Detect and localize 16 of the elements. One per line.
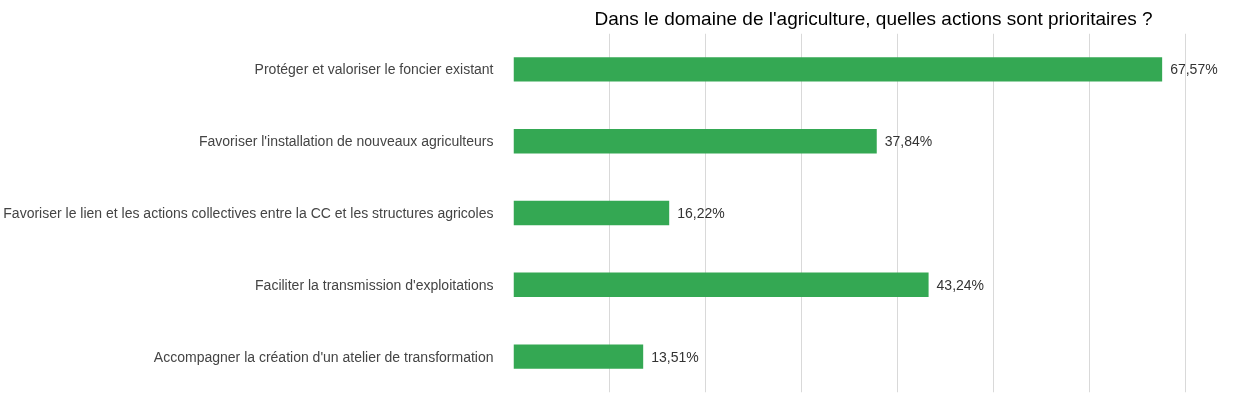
data-label: 16,22% xyxy=(677,205,725,221)
bar xyxy=(513,344,644,369)
bar xyxy=(513,272,929,298)
chart-title: Dans le domaine de l'agriculture, quelles actions sont prioritaires ? xyxy=(594,7,1153,29)
y-tick-label: Accompagner la création d'un atelier de transformation xyxy=(153,348,494,365)
y-tick-label: Protéger et valoriser le foncier existant xyxy=(254,61,494,78)
bar xyxy=(513,200,670,226)
y-tick-label: Favoriser le lien et les actions collectives entre la CC et les structures agricoles xyxy=(3,205,494,221)
bar xyxy=(513,57,1163,82)
bar xyxy=(513,128,877,154)
data-label: 37,84% xyxy=(884,133,933,150)
data-label: 67,57% xyxy=(1170,61,1218,78)
data-label: 43,24% xyxy=(936,276,985,293)
y-tick-label: Favoriser l'installation de nouveaux agriculteurs xyxy=(199,133,494,150)
data-label: 13,51% xyxy=(651,348,699,365)
y-tick-label: Faciliter la transmission d'exploitations xyxy=(255,276,494,293)
